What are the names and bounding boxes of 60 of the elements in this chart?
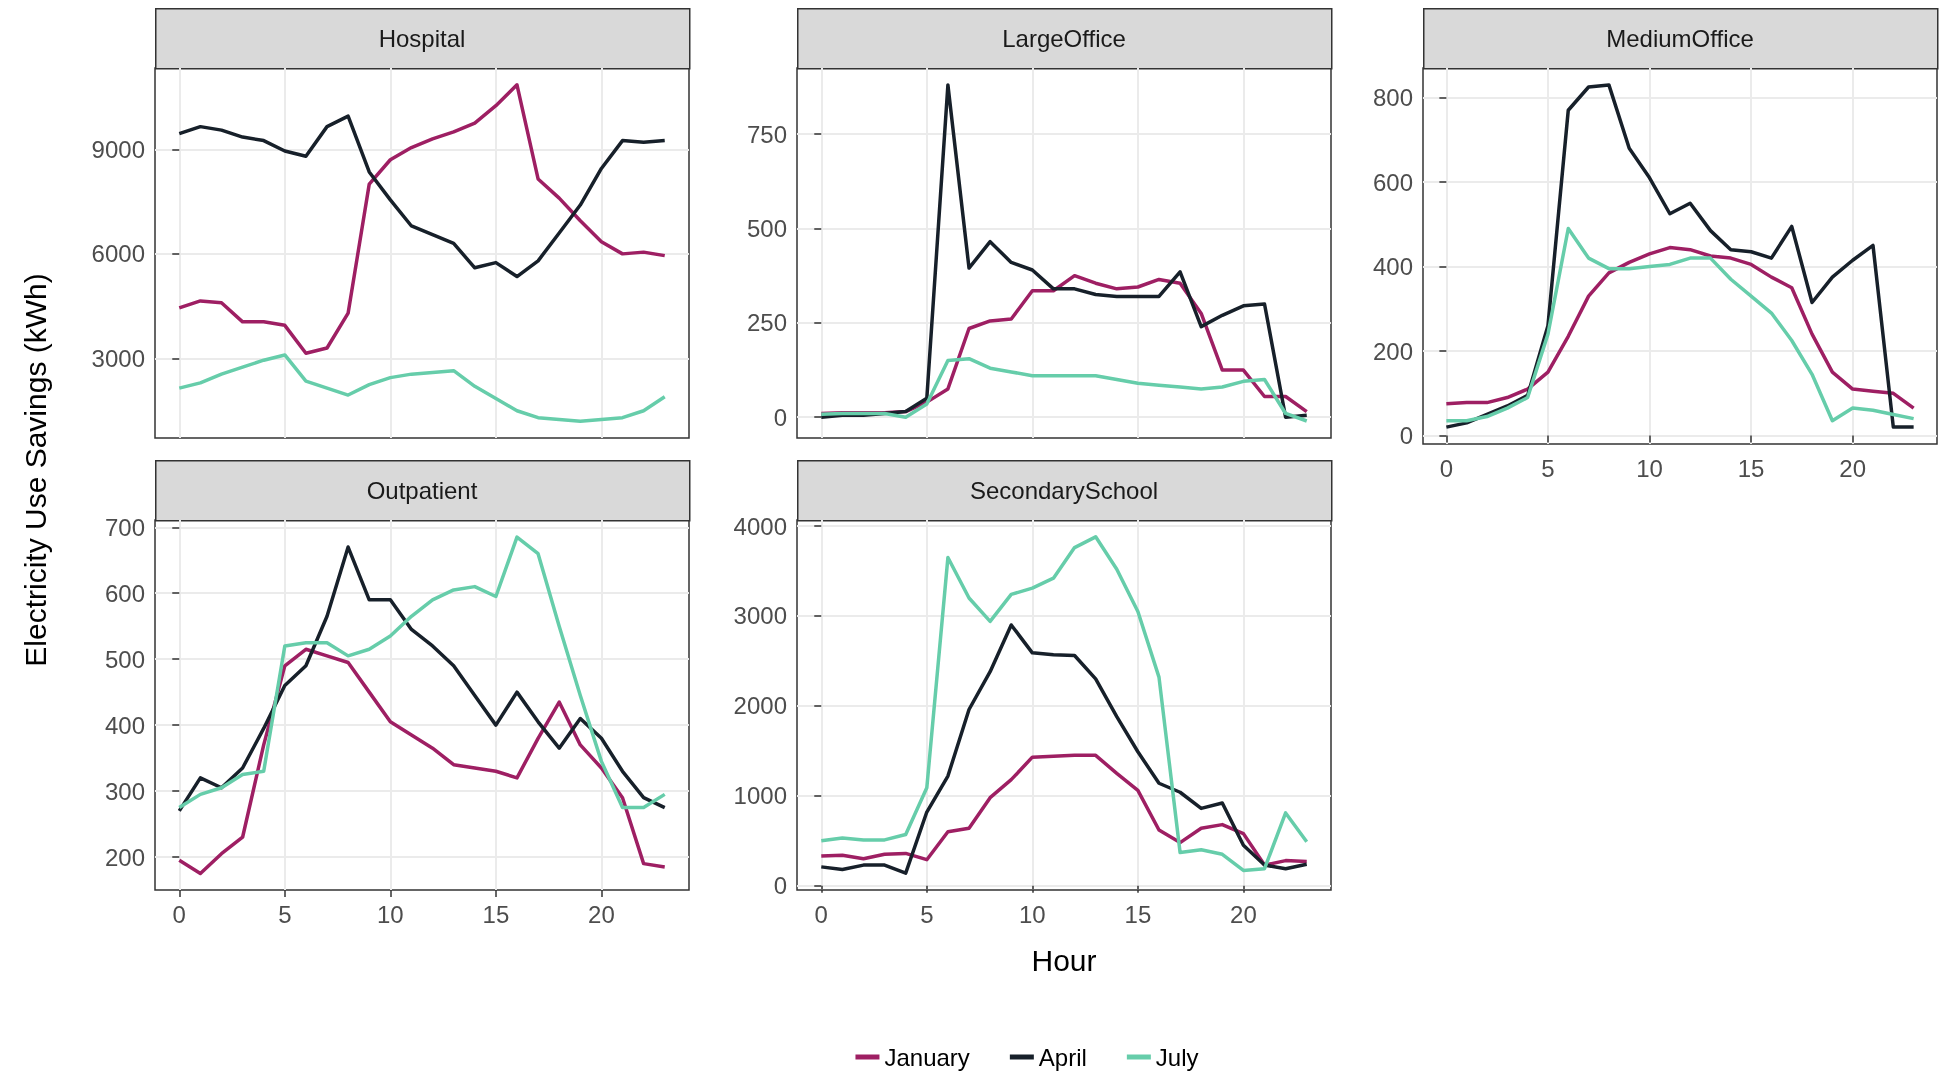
- y-tick-label: 300: [104, 777, 145, 805]
- chart-title: Hospital: [378, 24, 466, 52]
- y-tick-label: 500: [746, 214, 787, 242]
- x-tick-label: 10: [1636, 454, 1663, 482]
- x-tick-label: 0: [1439, 454, 1454, 482]
- x-tick-label: 5: [278, 900, 292, 928]
- y-axis-title: Electricity Use Savings (kWh): [19, 273, 53, 667]
- line-series: [177, 83, 667, 355]
- y-tick-label: 750: [746, 120, 787, 148]
- line-series: [177, 114, 667, 279]
- chart-title: SecondarySchool: [969, 476, 1159, 504]
- y-tick-label: 9000: [91, 135, 145, 163]
- x-tick-label: 5: [920, 900, 934, 928]
- chart-title: MediumOffice: [1606, 24, 1754, 52]
- y-tick-label: 0: [773, 403, 787, 431]
- y-tick-label: 0: [1399, 422, 1413, 450]
- x-tick-label: 0: [172, 900, 186, 928]
- legend-label: January: [884, 1043, 970, 1071]
- y-tick-label: 250: [746, 309, 787, 337]
- y-tick-label: 6000: [91, 240, 145, 268]
- y-tick-label: 500: [104, 645, 145, 673]
- y-tick-label: 200: [104, 843, 145, 871]
- line-series: [819, 83, 1309, 419]
- y-tick-label: 200: [1372, 337, 1413, 365]
- line-series: [819, 623, 1309, 875]
- line-series: [177, 353, 667, 423]
- y-tick-label: 700: [104, 513, 145, 541]
- x-axis-title: Hour: [1031, 943, 1097, 977]
- x-tick-label: 20: [588, 900, 615, 928]
- y-tick-label: 800: [1372, 84, 1413, 112]
- y-tick-label: 3000: [733, 602, 787, 630]
- legend-label: July: [1155, 1043, 1199, 1071]
- y-tick-label: 600: [104, 579, 145, 607]
- x-tick-label: 5: [1541, 454, 1555, 482]
- line-series: [819, 356, 1309, 423]
- x-tick-label: 20: [1230, 900, 1257, 928]
- x-tick-label: 10: [376, 900, 404, 928]
- line-series: [819, 753, 1309, 867]
- x-tick-label: 20: [1839, 454, 1867, 482]
- x-tick-label: 15: [482, 900, 510, 928]
- y-tick-label: 4000: [733, 512, 787, 540]
- line-series: [1444, 83, 1916, 429]
- x-tick-label: 15: [1737, 454, 1765, 482]
- y-tick-label: 0: [773, 872, 787, 900]
- y-tick-label: 400: [1372, 253, 1413, 281]
- x-tick-label: 15: [1124, 900, 1152, 928]
- line-series: [1444, 226, 1916, 423]
- line-series: [177, 647, 667, 876]
- y-tick-label: 3000: [91, 344, 145, 372]
- line-series: [819, 535, 1309, 873]
- x-tick-label: 0: [814, 900, 828, 928]
- chart-title: LargeOffice: [1002, 24, 1126, 52]
- line-series: [1444, 245, 1916, 410]
- y-tick-label: 400: [104, 711, 145, 739]
- y-tick-label: 600: [1372, 168, 1413, 196]
- y-tick-label: 1000: [733, 782, 787, 810]
- legend-label: April: [1038, 1043, 1087, 1071]
- x-tick-label: 10: [1018, 900, 1046, 928]
- y-tick-label: 2000: [733, 692, 787, 720]
- chart-title: Outpatient: [366, 476, 478, 504]
